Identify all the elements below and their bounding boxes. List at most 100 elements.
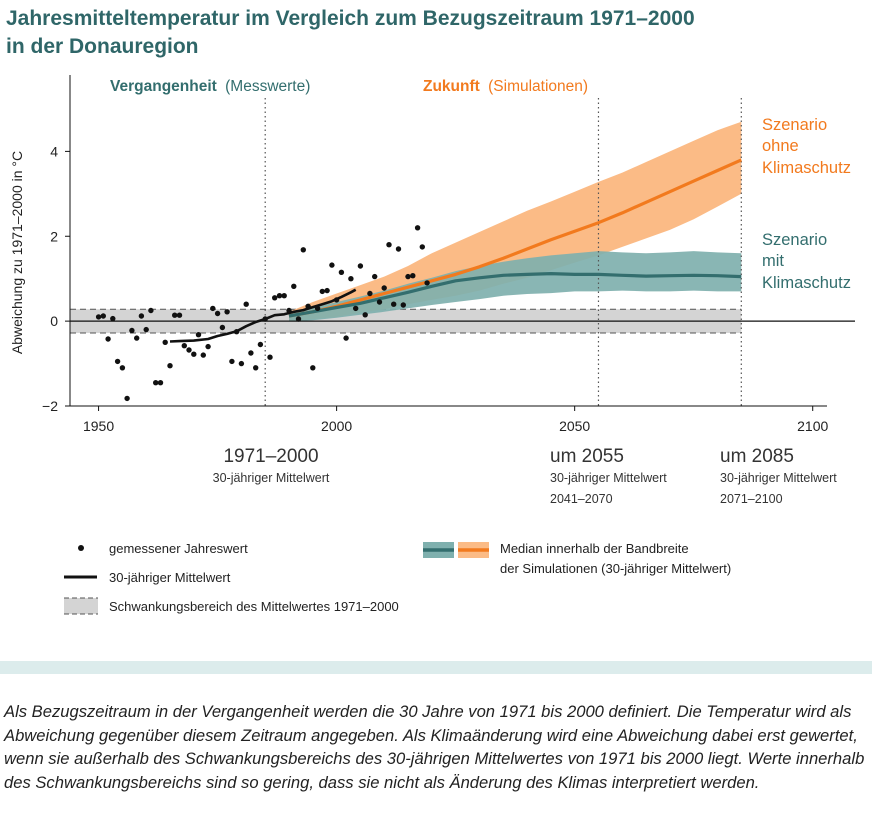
- annual-value-point: [286, 307, 292, 314]
- period-label-2055: um 2055 30-jähriger Mittelwert 2041–2070: [550, 446, 667, 506]
- scenario-protection-line-3: Klimaschutz: [762, 274, 851, 292]
- annual-value-point: [157, 380, 164, 386]
- annual-value-point: [376, 299, 383, 305]
- annual-value-point: [300, 247, 306, 253]
- mean-line-30yr: [169, 288, 357, 343]
- annual-value-point: [138, 313, 145, 319]
- annual-value-point: [210, 305, 216, 312]
- annual-value-point: [348, 276, 354, 282]
- legend-band-label: Schwankungsbereich des Mittelwertes 1971…: [109, 599, 399, 614]
- annual-value-point: [324, 287, 330, 294]
- annual-value-point: [357, 263, 364, 269]
- annual-value-point: [148, 307, 154, 314]
- annual-value-point: [200, 352, 206, 358]
- annual-value-point: [414, 225, 421, 231]
- y-tick-label: 0: [50, 313, 58, 329]
- annual-value-point: [272, 295, 278, 301]
- annual-value-point: [191, 351, 197, 357]
- annual-value-point: [381, 285, 387, 291]
- annual-value-point: [391, 301, 397, 307]
- annual-values-layer: [95, 225, 430, 402]
- period-2-sub: 30-jähriger Mittelwert: [550, 471, 667, 485]
- annual-value-point: [310, 365, 316, 371]
- scenario-no-protection-line-2: ohne: [762, 137, 799, 155]
- x-tick-label: 2100: [797, 418, 828, 434]
- header-past-light: (Messwerte): [225, 78, 310, 95]
- annual-value-point: [276, 293, 283, 299]
- annual-value-point: [181, 343, 187, 349]
- annual-value-point: [243, 301, 249, 307]
- annual-value-point: [233, 329, 240, 335]
- legend-item-band: Schwankungsbereich des Mittelwertes 1971…: [64, 597, 399, 615]
- annual-value-point: [343, 335, 349, 341]
- annual-value-point: [195, 332, 202, 338]
- annual-value-point: [305, 303, 311, 309]
- annual-value-point: [176, 312, 183, 318]
- annual-value-point: [219, 324, 226, 331]
- annual-value-point: [186, 347, 192, 353]
- scenario-protection-line-1: Szenario: [762, 231, 827, 249]
- annual-value-point: [224, 309, 230, 315]
- period-label-2085: um 2085 30-jähriger Mittelwert 2071–2100: [720, 446, 837, 506]
- legend: gemessener Jahreswert 30-jähriger Mittel…: [64, 541, 731, 615]
- annual-value-point: [229, 358, 235, 365]
- period-1-title: 1971–2000: [223, 446, 318, 467]
- annual-value-point: [167, 363, 173, 369]
- scenario-label-no-protection: Szenario ohne Klimaschutz: [762, 116, 851, 177]
- annual-value-point: [162, 339, 168, 345]
- caption-text: Als Bezugszeitraum in der Vergangenheit …: [4, 702, 865, 792]
- chart-title-line-2: in der Donauregion: [6, 35, 199, 58]
- header-future: Zukunft (Simulationen): [423, 78, 588, 95]
- caption-divider: [0, 661, 872, 674]
- median-line-protection: [288, 272, 742, 318]
- legend-band-symbol: [64, 598, 98, 614]
- y-tick-label: 4: [50, 143, 58, 159]
- annual-value-point: [95, 314, 102, 320]
- median-line-no-protection: [288, 158, 742, 318]
- header-past: Vergangenheit (Messwerte): [110, 78, 310, 95]
- annual-value-point: [119, 365, 126, 371]
- annual-value-point: [238, 360, 245, 367]
- legend-item-mean: 30-jähriger Mittelwert: [64, 570, 231, 585]
- x-tick-label: 2000: [321, 418, 352, 434]
- annual-value-point: [410, 273, 416, 279]
- scenario-no-protection-line-1: Szenario: [762, 116, 827, 134]
- legend-median-label-2: der Simulationen (30-jähriger Mittelwert…: [500, 561, 731, 576]
- legend-item-median: Median innerhalb der Bandbreite der Simu…: [423, 541, 731, 576]
- legend-item-points: gemessener Jahreswert: [78, 541, 248, 556]
- annual-value-point: [400, 302, 406, 308]
- annual-value-point: [143, 326, 149, 333]
- period-3-range: 2071–2100: [720, 492, 783, 506]
- annual-value-point: [362, 312, 368, 318]
- y-axis-label: Abweichung zu 1971–2000 in °C: [9, 151, 25, 354]
- annual-value-point: [100, 313, 107, 319]
- annual-value-point: [386, 242, 392, 248]
- legend-point-symbol: [78, 545, 84, 551]
- annual-value-point: [419, 244, 425, 250]
- annual-value-point: [395, 246, 402, 252]
- annual-value-point: [338, 269, 345, 275]
- period-2-range: 2041–2070: [550, 492, 613, 506]
- annual-value-point: [353, 305, 359, 312]
- header-future-light: (Simulationen): [488, 78, 588, 95]
- period-3-sub: 30-jähriger Mittelwert: [720, 471, 837, 485]
- scenario-label-protection: Szenario mit Klimaschutz: [762, 231, 851, 292]
- chart-title-line-1: Jahresmitteltemperatur im Vergleich zum …: [6, 7, 695, 30]
- annual-value-point: [110, 315, 116, 322]
- annual-value-point: [214, 310, 221, 317]
- x-tick-label: 2050: [559, 418, 590, 434]
- scenario-no-protection-line-3: Klimaschutz: [762, 159, 851, 177]
- period-3-title: um 2085: [720, 446, 794, 467]
- annual-value-point: [329, 262, 335, 268]
- chart-axes: −2 0 2 4 1950 2000 2050 2100 Abweichung zu 1971–…: [9, 75, 855, 434]
- annual-value-point: [129, 327, 135, 334]
- annual-value-point: [253, 365, 259, 371]
- scenario-protection-line-2: mit: [762, 252, 784, 270]
- annual-value-point: [367, 290, 373, 297]
- band-no-protection: [289, 121, 742, 322]
- annual-value-point: [105, 336, 111, 342]
- header-future-bold: Zukunft: [423, 78, 480, 95]
- chart-lines-layer: [169, 158, 742, 343]
- annual-value-point: [257, 341, 264, 348]
- legend-mean-label: 30-jähriger Mittelwert: [109, 570, 231, 585]
